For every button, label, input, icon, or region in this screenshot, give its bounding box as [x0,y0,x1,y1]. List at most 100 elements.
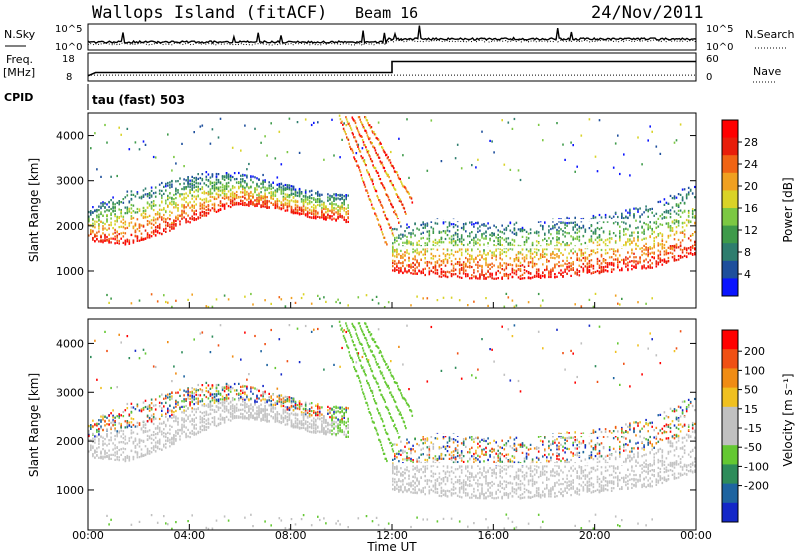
power-cell [223,197,226,200]
power-cell [440,260,443,263]
power-cell [392,206,394,209]
power-cell [246,203,248,207]
power-cell [612,222,615,225]
power-cell [570,264,572,267]
power-cell [554,253,556,257]
power-cell [533,264,536,267]
power-cell [372,164,374,167]
power-cell [639,261,641,264]
velocity-cell [183,417,185,420]
power-cell [499,219,502,222]
power-cell [501,258,503,261]
power-cell [627,240,629,243]
power-cell [491,265,493,269]
power-cell [653,244,655,248]
power-cell [446,275,449,278]
power-cell [142,216,145,219]
power-cell [436,269,439,272]
velocity-cell [169,432,171,435]
velocity-cell [134,438,137,441]
velocity-cell [124,448,127,451]
power-cell [566,245,568,248]
power-cell [509,273,512,276]
power-cell [96,220,98,223]
power-cell [304,195,307,198]
power-cell [248,204,250,207]
power-cell [428,271,431,274]
power-cell [134,230,137,233]
power-cell [627,219,630,222]
power-cell [266,196,268,199]
velocity-cell [92,419,94,422]
power-cell [407,219,409,222]
power-cell [623,260,625,263]
power-cell [548,237,550,240]
power-cell [546,258,548,261]
power-cell [633,239,635,242]
power-cell [274,204,277,207]
power-cell [118,239,120,242]
power-cell [304,214,307,217]
power-cell [606,238,609,241]
power-cell [661,243,664,246]
power-cell [564,223,566,226]
y-tick-label: 4000 [56,130,84,143]
power-cell [395,213,398,216]
power-cell [681,198,684,201]
power-cell [561,246,564,249]
power-cell [126,127,129,130]
power-cell [458,249,461,252]
velocity-cell [140,410,143,413]
power-cell [551,246,554,249]
power-cell [270,185,272,188]
power-cell [608,246,611,249]
power-cell [471,248,473,251]
power-cell [227,196,230,199]
power-cell [310,123,313,127]
power-cell [531,257,534,260]
power-cell [211,184,214,188]
power-cell [681,221,684,224]
power-cell [531,246,533,249]
power-cell [381,182,383,185]
velocity-cell [144,352,147,355]
power-cell [183,210,185,213]
power-cell [564,248,566,251]
power-cell [489,246,492,249]
power-cell [509,241,512,245]
power-cell [606,265,609,269]
power-cell [576,165,578,168]
power-cell [150,231,153,234]
power-cell [412,257,414,261]
power-cell [94,132,96,135]
power-cell [396,236,398,239]
power-cell [687,211,690,214]
power-cell [576,258,578,261]
power-cell [518,246,521,249]
power-cell [590,246,593,249]
power-cell [530,246,532,249]
power-cell [238,202,240,205]
velocity-cell [100,425,102,428]
power-cell [252,203,254,206]
velocity-cell [148,450,151,453]
power-cell [350,128,353,131]
power-cell [526,219,528,222]
power-cell [392,184,394,187]
power-cell [276,204,279,207]
power-cell [391,232,394,235]
power-cell [661,238,664,241]
power-cell [525,254,528,257]
power-cell [469,258,471,261]
power-cell [171,211,173,214]
power-cell [493,277,495,280]
power-cell [515,256,518,259]
velocity-cell [100,456,102,459]
power-cell [687,209,690,213]
power-cell [264,180,266,183]
velocity-cell [104,452,106,455]
power-cell [304,198,307,201]
power-cell [148,214,151,217]
power-cell [505,254,508,258]
power-cell [197,185,199,188]
